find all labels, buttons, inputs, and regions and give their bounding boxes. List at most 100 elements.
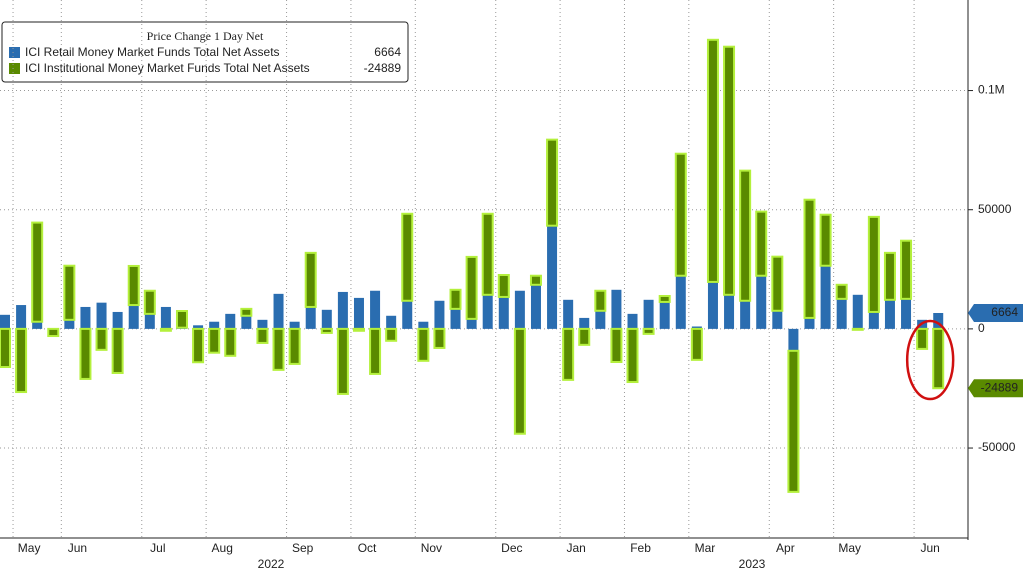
legend-swatch	[9, 63, 20, 74]
x-tick-label: Jan	[567, 541, 586, 555]
bar	[288, 327, 301, 365]
bar	[256, 327, 269, 344]
bar	[836, 298, 847, 329]
bar	[336, 327, 349, 395]
value-tag	[968, 303, 1023, 322]
y-tick-label: 50000	[978, 202, 1012, 216]
bar	[159, 327, 172, 332]
bar	[900, 239, 913, 300]
bar	[304, 251, 317, 308]
highlight-circle	[905, 319, 955, 401]
bar	[80, 306, 91, 329]
x-tick-label: Mar	[695, 541, 716, 555]
bar	[901, 298, 912, 329]
bar	[530, 284, 541, 329]
legend-box	[1, 21, 409, 83]
bar	[450, 308, 461, 329]
legend: Price Change 1 Day Net ICI Retail Money …	[1, 21, 409, 83]
bar	[706, 38, 719, 283]
bar	[498, 296, 509, 329]
bar	[32, 321, 43, 329]
bar	[449, 288, 462, 310]
bar	[852, 294, 863, 329]
bar	[851, 327, 864, 331]
bar	[642, 327, 655, 335]
bar	[932, 327, 945, 390]
bar	[289, 321, 300, 329]
bar	[835, 283, 848, 300]
bar	[820, 265, 831, 329]
bar	[31, 221, 44, 323]
x-tick-label: May	[838, 541, 861, 555]
x-tick-label: Oct	[358, 541, 377, 555]
bar	[691, 326, 702, 329]
value-tag-label: -24889	[981, 380, 1019, 394]
bar	[160, 306, 171, 329]
bar	[724, 294, 735, 329]
bar	[369, 327, 382, 375]
bar	[610, 327, 623, 364]
x-tick-label: Aug	[212, 541, 233, 555]
bar	[321, 309, 332, 329]
bar	[562, 327, 575, 381]
bar	[0, 314, 10, 329]
bar	[111, 327, 124, 374]
x-tick-label: Jul	[150, 541, 165, 555]
bar	[15, 327, 28, 394]
bar	[563, 299, 574, 329]
bar	[47, 327, 60, 338]
bar	[658, 294, 671, 303]
bar	[401, 212, 414, 302]
x-tick-label: Jun	[920, 541, 939, 555]
legend-swatch	[9, 47, 20, 58]
year-label: 2023	[739, 557, 766, 571]
bar	[63, 264, 76, 321]
x-tick-label: Jun	[68, 541, 87, 555]
bar	[417, 327, 430, 362]
bar	[386, 315, 397, 329]
bar	[739, 169, 752, 302]
bar	[868, 311, 879, 329]
bar	[224, 327, 237, 357]
bar	[418, 321, 429, 329]
bar	[513, 327, 526, 435]
bar	[208, 327, 221, 354]
bar	[804, 317, 815, 329]
legend-label: ICI Retail Money Market Funds Total Net …	[25, 45, 280, 59]
bar	[740, 300, 751, 329]
x-tick-label: Apr	[776, 541, 795, 555]
bar	[225, 313, 236, 329]
bar	[144, 313, 155, 329]
plot-area	[0, 0, 968, 538]
bar	[514, 290, 525, 329]
bar	[579, 317, 590, 329]
bar	[96, 302, 107, 329]
bar	[578, 327, 591, 346]
bar	[547, 225, 558, 329]
x-tick-label: Sep	[292, 541, 314, 555]
y-tick-label: 0.1M	[978, 83, 1005, 97]
bar	[272, 327, 285, 371]
bar	[659, 301, 670, 329]
bar	[112, 311, 123, 329]
bar	[546, 138, 559, 227]
bar	[626, 327, 639, 384]
bar	[320, 327, 333, 334]
bar	[627, 313, 638, 329]
bar	[433, 327, 446, 349]
bar	[175, 310, 188, 329]
bar	[643, 299, 654, 329]
bar	[192, 327, 205, 364]
bar	[434, 300, 445, 329]
bar	[352, 327, 365, 332]
bar	[529, 274, 542, 286]
bar	[305, 306, 316, 329]
bar	[674, 152, 687, 277]
legend-value: -24889	[364, 61, 402, 75]
bar	[353, 297, 364, 329]
bar	[385, 327, 398, 342]
legend-value: 6664	[374, 45, 401, 59]
bar	[64, 319, 75, 329]
y-tick-label: 0	[978, 321, 985, 335]
